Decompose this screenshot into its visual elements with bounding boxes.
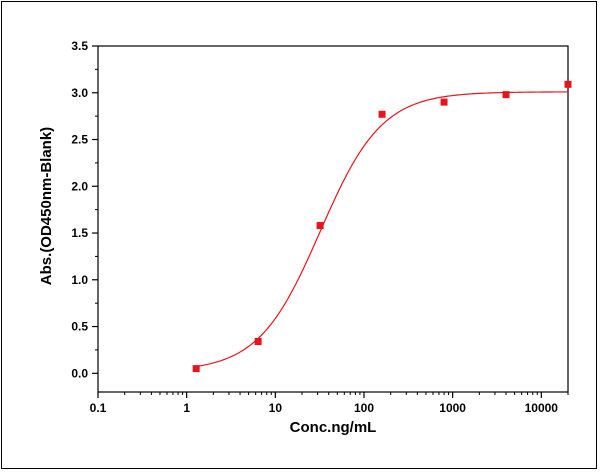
y-tick-label: 0.5 [71, 320, 88, 334]
x-tick-label: 1 [183, 401, 190, 415]
fit-curve [196, 91, 569, 368]
y-tick-label: 2.0 [71, 179, 88, 193]
y-axis-title: Abs.(OD450nm-Blank) [38, 127, 55, 285]
data-point [502, 91, 510, 99]
data-point [440, 98, 448, 106]
x-tick-label: 10000 [525, 401, 559, 415]
data-point [192, 365, 200, 373]
axes: 0.0 0.5 1.0 1.5 2.0 2.5 3.0 3.5 0.1 1 10 100 1000 100… [71, 39, 569, 415]
y-tick-label: 1.0 [71, 273, 88, 287]
plot-box [97, 45, 569, 393]
y-tick-label: 2.5 [71, 133, 88, 147]
data-point [316, 222, 324, 230]
data-point [254, 338, 262, 346]
x-tick-label: 100 [354, 401, 374, 415]
y-tick-label: 1.5 [71, 226, 88, 240]
y-tick-label: 3.0 [71, 86, 88, 100]
data-point [378, 110, 386, 118]
y-tick-label: 3.5 [71, 39, 88, 53]
x-axis-title: Conc.ng/mL [290, 419, 377, 436]
y-tick-label: 0.0 [71, 366, 88, 380]
x-tick-label: 1000 [439, 401, 466, 415]
x-tick-label: 0.1 [90, 401, 107, 415]
fit-curve-layer [196, 91, 569, 368]
data-point [564, 80, 572, 88]
x-tick-label: 10 [269, 401, 283, 415]
data-points-layer [192, 80, 572, 373]
